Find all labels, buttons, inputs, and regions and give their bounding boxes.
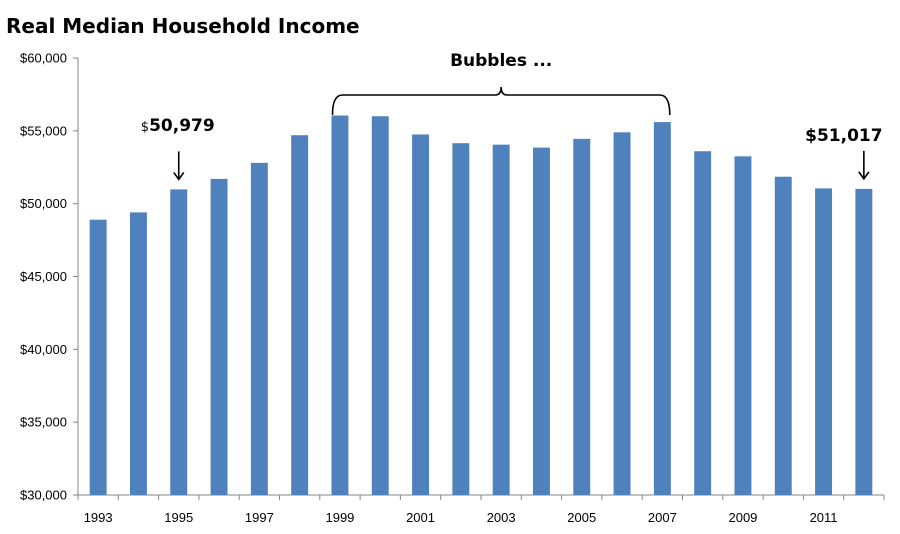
- bar-1996: [210, 178, 228, 496]
- bar-2005: [573, 138, 591, 495]
- x-tick-label: 2009: [728, 510, 757, 525]
- bars: [89, 115, 873, 496]
- bar-2010: [774, 176, 792, 496]
- x-tick-label: 1999: [325, 510, 354, 525]
- x-tick-label: 2001: [406, 510, 435, 525]
- y-tick-label: $50,000: [20, 196, 67, 211]
- bar-2000: [371, 116, 389, 496]
- bar-1998: [291, 135, 309, 495]
- x-tick-label: 2011: [810, 510, 838, 525]
- annotation-label-1995: $50,979: [141, 116, 215, 136]
- arrow-head: [858, 171, 870, 181]
- y-tick-label: $45,000: [20, 269, 67, 284]
- y-tick-label: $40,000: [20, 342, 67, 357]
- x-tick-label: 1997: [245, 510, 274, 525]
- x-tick-label: 2005: [567, 510, 596, 525]
- bar-2009: [734, 156, 752, 495]
- bar-1999: [331, 115, 349, 495]
- x-axis: 1993 1995 1997 1999 2001 2003 2005 2007 2009 2011: [77, 494, 885, 525]
- chart-title: Real Median Household Income: [6, 14, 360, 38]
- bar-2007: [653, 122, 671, 496]
- x-tick-label: 1995: [164, 510, 193, 525]
- y-tick-label: $60,000: [20, 51, 67, 66]
- bubbles-label: Bubbles ...: [450, 51, 552, 71]
- bar-2004: [532, 147, 550, 495]
- bar-1994: [129, 212, 147, 495]
- bar-2012: [855, 188, 873, 496]
- bar-2003: [492, 144, 510, 495]
- bubbles-bracket: [331, 86, 671, 116]
- arrow-head: [173, 171, 185, 181]
- bar-1993: [89, 219, 107, 495]
- bar-1997: [250, 162, 268, 495]
- bar-2006: [613, 132, 631, 496]
- x-tick-label: 2007: [648, 510, 677, 525]
- bar-2011: [815, 188, 833, 495]
- annotation-label-2012: $51,017: [805, 126, 882, 146]
- y-tick-label: $55,000: [20, 123, 67, 138]
- bar-2008: [694, 151, 712, 495]
- bar-2001: [412, 134, 430, 495]
- y-tick-label: $30,000: [20, 488, 67, 503]
- bar-1995: [170, 189, 188, 496]
- bar-2002: [452, 143, 470, 495]
- annotations: $50,979 $51,017 Bubbles ...: [141, 51, 883, 181]
- x-tick-label: 1993: [84, 510, 113, 525]
- x-tick-label: 2003: [487, 510, 516, 525]
- y-axis: $30,000 $35,000 $40,000 $45,000 $50,000 $55,0…: [20, 51, 79, 503]
- y-tick-label: $35,000: [20, 415, 67, 430]
